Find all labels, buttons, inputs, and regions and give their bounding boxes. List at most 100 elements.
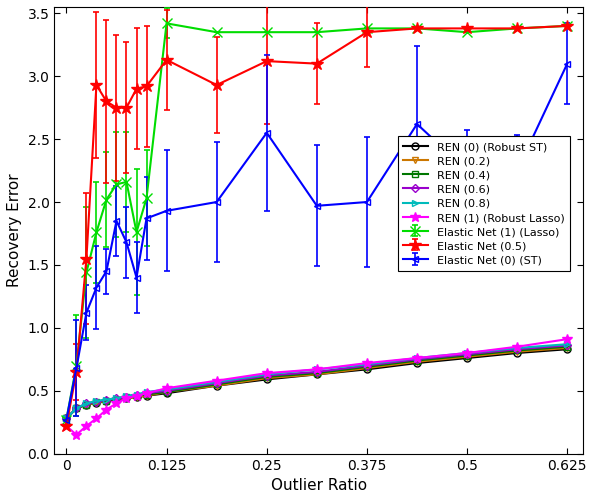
- REN (0.6): [364, 362, 371, 368]
- REN (0) (Robust ST): [133, 394, 140, 400]
- REN (0.2): [464, 354, 471, 360]
- REN (0.6): [113, 396, 120, 402]
- REN (0.8): [414, 355, 421, 361]
- REN (0.4): [263, 374, 271, 380]
- REN (0) (Robust ST): [414, 360, 421, 366]
- REN (0) (Robust ST): [83, 402, 90, 407]
- REN (0.4): [313, 370, 321, 376]
- REN (0) (Robust ST): [73, 406, 80, 411]
- REN (0.6): [313, 369, 321, 375]
- REN (0.8): [133, 392, 140, 398]
- Line: REN (0) (Robust ST): REN (0) (Robust ST): [63, 346, 571, 422]
- REN (0.8): [514, 345, 521, 351]
- REN (1) (Robust Lasso): [63, 423, 70, 429]
- REN (0.2): [83, 402, 90, 407]
- REN (0.4): [213, 382, 221, 388]
- REN (0.6): [514, 346, 521, 352]
- REN (0) (Robust ST): [514, 350, 521, 356]
- REN (0.2): [63, 416, 70, 422]
- REN (0.8): [123, 393, 130, 399]
- REN (0.8): [163, 386, 170, 392]
- REN (0.2): [514, 348, 521, 354]
- REN (1) (Robust Lasso): [93, 416, 100, 422]
- REN (0.2): [364, 365, 371, 371]
- REN (1) (Robust Lasso): [564, 336, 571, 342]
- REN (0.4): [564, 344, 571, 349]
- REN (0) (Robust ST): [103, 398, 110, 404]
- REN (1) (Robust Lasso): [143, 390, 150, 396]
- REN (0.6): [564, 342, 571, 348]
- REN (0.8): [213, 379, 221, 385]
- X-axis label: Outlier Ratio: Outlier Ratio: [271, 478, 367, 493]
- REN (0) (Robust ST): [464, 355, 471, 361]
- REN (0.6): [464, 352, 471, 358]
- REN (1) (Robust Lasso): [163, 385, 170, 391]
- REN (0.8): [464, 350, 471, 356]
- REN (0.4): [464, 352, 471, 358]
- Y-axis label: Recovery Error: Recovery Error: [7, 174, 22, 287]
- REN (0.8): [263, 372, 271, 378]
- REN (0.2): [123, 396, 130, 402]
- REN (0.4): [63, 416, 70, 422]
- REN (0.4): [73, 406, 80, 411]
- REN (0.8): [73, 406, 80, 411]
- REN (0.2): [143, 393, 150, 399]
- REN (0.8): [113, 396, 120, 402]
- REN (0.8): [93, 398, 100, 404]
- Line: REN (0.4): REN (0.4): [63, 343, 571, 422]
- REN (1) (Robust Lasso): [263, 370, 271, 376]
- REN (0.2): [414, 359, 421, 365]
- REN (0) (Robust ST): [113, 396, 120, 402]
- REN (0) (Robust ST): [213, 382, 221, 388]
- REN (0) (Robust ST): [263, 376, 271, 382]
- REN (0.2): [93, 400, 100, 406]
- REN (0.4): [514, 348, 521, 354]
- REN (0.4): [123, 394, 130, 400]
- REN (0.6): [213, 380, 221, 386]
- Line: REN (0.8): REN (0.8): [63, 340, 571, 422]
- REN (0) (Robust ST): [564, 346, 571, 352]
- REN (0.6): [163, 388, 170, 394]
- REN (0.8): [63, 416, 70, 422]
- REN (1) (Robust Lasso): [364, 360, 371, 366]
- REN (0.8): [103, 396, 110, 402]
- REN (0.2): [133, 394, 140, 400]
- REN (0.4): [103, 398, 110, 404]
- REN (0.6): [93, 399, 100, 405]
- REN (0.4): [83, 402, 90, 407]
- REN (0.6): [63, 416, 70, 422]
- REN (0.8): [564, 341, 571, 347]
- REN (0.4): [143, 392, 150, 398]
- REN (0.6): [133, 392, 140, 398]
- REN (0) (Robust ST): [163, 390, 170, 396]
- REN (0.6): [73, 406, 80, 411]
- REN (0.6): [414, 356, 421, 362]
- REN (0.8): [364, 362, 371, 368]
- REN (0.8): [313, 366, 321, 372]
- REN (0) (Robust ST): [93, 400, 100, 406]
- REN (0.6): [123, 394, 130, 400]
- REN (0.2): [73, 406, 80, 411]
- REN (1) (Robust Lasso): [514, 344, 521, 349]
- REN (0) (Robust ST): [313, 372, 321, 378]
- REN (1) (Robust Lasso): [313, 366, 321, 372]
- REN (0.6): [263, 372, 271, 378]
- REN (1) (Robust Lasso): [414, 355, 421, 361]
- REN (0.2): [103, 398, 110, 404]
- REN (1) (Robust Lasso): [73, 432, 80, 438]
- REN (0.6): [83, 400, 90, 406]
- REN (0.4): [93, 399, 100, 405]
- Line: REN (0.6): REN (0.6): [64, 342, 570, 421]
- REN (0.2): [213, 382, 221, 388]
- REN (0.4): [364, 364, 371, 370]
- REN (0.2): [163, 389, 170, 395]
- REN (1) (Robust Lasso): [133, 393, 140, 399]
- REN (1) (Robust Lasso): [103, 406, 110, 412]
- REN (0.8): [143, 389, 150, 395]
- REN (1) (Robust Lasso): [83, 423, 90, 429]
- REN (0.4): [133, 393, 140, 399]
- REN (1) (Robust Lasso): [464, 350, 471, 356]
- REN (1) (Robust Lasso): [113, 400, 120, 406]
- REN (0.4): [414, 358, 421, 364]
- REN (0.4): [113, 396, 120, 402]
